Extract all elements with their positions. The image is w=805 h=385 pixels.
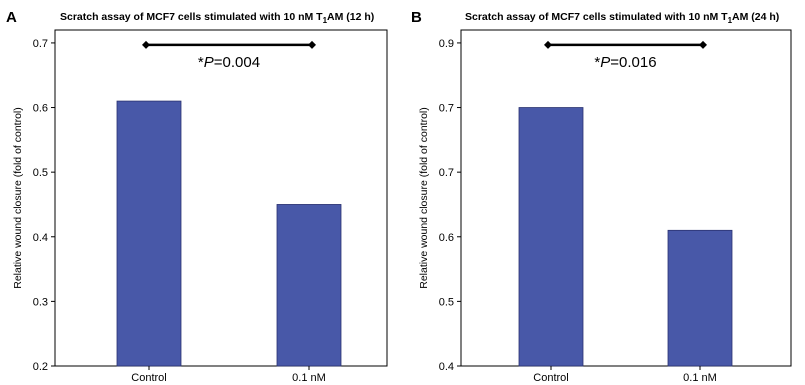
chart-panel-b: B Scratch assay of MCF7 cells stimulated … (411, 9, 792, 384)
y-tick-label: 0.5 (439, 296, 454, 308)
y-tick-label: 0.9 (439, 38, 454, 50)
x-tick-label: Control (533, 372, 568, 384)
y-tick-label: 0.2 (33, 361, 48, 373)
y-tick-label: 0.7 (439, 167, 454, 179)
chart-title: Scratch assay of MCF7 cells stimulated w… (465, 11, 779, 25)
bar-control (518, 107, 584, 367)
plot-frame (54, 29, 388, 367)
x-tick-label: Control (131, 372, 166, 384)
x-tick-label: 0.1 nM (292, 372, 326, 384)
y-tick-label: 0.7 (439, 103, 454, 115)
bracket-end-marker (544, 40, 552, 49)
chart-panel-a: A Scratch assay of MCF7 cells stimulated … (6, 9, 388, 384)
y-axis-label: Relative wound closure (fold of control) (12, 107, 24, 289)
y-tick-label: 0.6 (439, 232, 454, 244)
bracket-end-marker (142, 40, 150, 49)
bracket-end-marker (699, 40, 707, 49)
y-axis-label: Relative wound closure (fold of control) (418, 107, 430, 289)
chart-title: Scratch assay of MCF7 cells stimulated w… (60, 11, 374, 25)
y-tick-label: 0.4 (439, 361, 454, 373)
bracket-end-marker (308, 40, 316, 49)
y-tick-label: 0.3 (33, 296, 48, 308)
y-tick-label: 0.6 (33, 103, 48, 115)
p-value-annotation: *P=0.016 (594, 54, 656, 71)
bar-control (116, 100, 182, 367)
x-tick-label: 0.1 nM (683, 372, 717, 384)
y-tick-label: 0.4 (33, 232, 48, 244)
plot-frame (460, 29, 792, 367)
bar-treatment (276, 204, 342, 367)
y-tick-label: 0.5 (33, 167, 48, 179)
p-value-annotation: *P=0.004 (198, 54, 260, 71)
panel-letter: B (411, 9, 422, 26)
panel-letter: A (6, 9, 17, 26)
bar-treatment (667, 229, 733, 367)
y-tick-label: 0.7 (33, 38, 48, 50)
